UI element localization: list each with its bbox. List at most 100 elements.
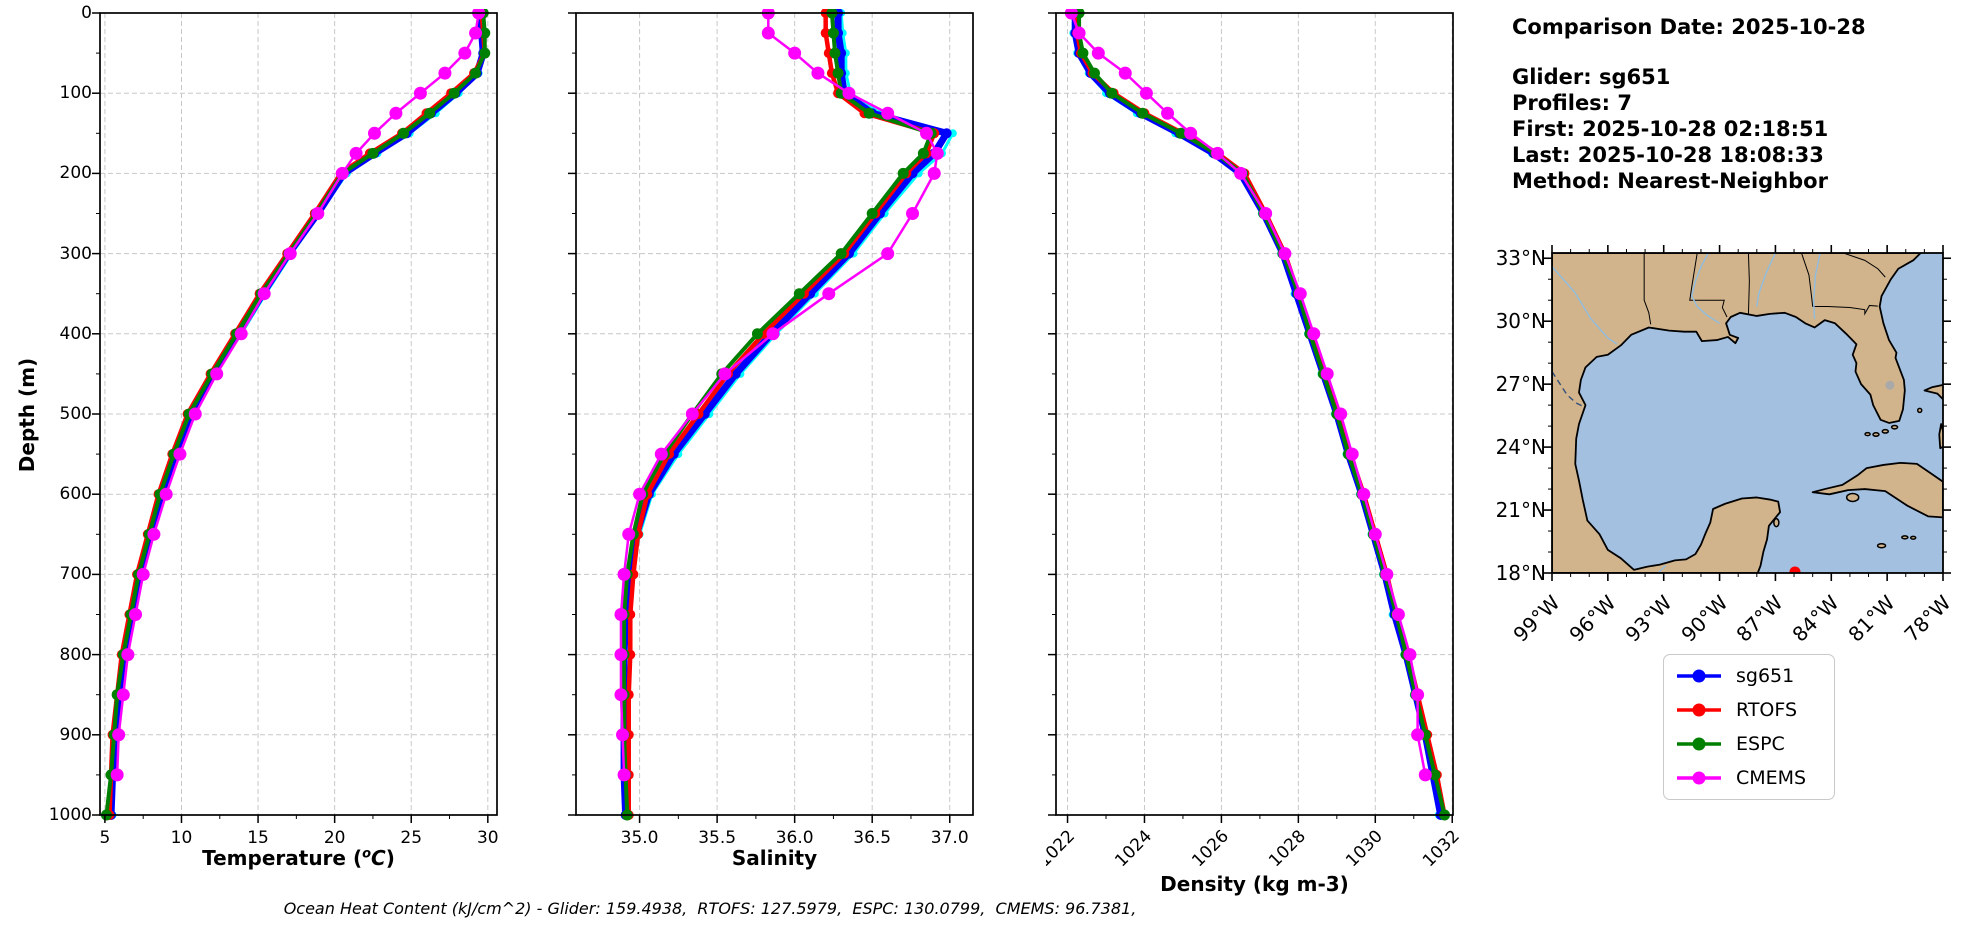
map-river xyxy=(1812,253,1821,320)
series-CMEMS-marker xyxy=(311,207,325,220)
x-tick-label: 37.0 xyxy=(931,828,969,848)
map-state-border xyxy=(1801,253,1814,307)
series-ESPC-marker xyxy=(1077,47,1089,59)
series-CMEMS-line xyxy=(619,11,939,777)
map-island xyxy=(1901,535,1909,540)
map-lake-okeechobee xyxy=(1885,380,1895,390)
info-panel: Comparison Date: 2025-10-28 Glider: sg65… xyxy=(1512,14,1866,194)
series-ESPC-marker xyxy=(1429,769,1441,781)
gulf-of-mexico-map xyxy=(1532,243,1987,643)
series-CMEMS-marker xyxy=(614,688,628,702)
series-CMEMS-marker xyxy=(129,608,143,621)
map-land xyxy=(1923,384,1943,401)
series-CMEMS-marker xyxy=(1259,207,1273,220)
legend-marker-CMEMS xyxy=(1677,771,1721,785)
chart-svg-1: 35.0 35.5 36.0 36.5 37.0 xyxy=(568,6,974,848)
series-ESPC-marker xyxy=(863,107,875,119)
series-ESPC-marker xyxy=(424,107,436,119)
series-CMEMS-marker xyxy=(654,447,668,461)
series-CMEMS-marker xyxy=(614,648,628,662)
series-ESPC-line xyxy=(1077,11,1447,817)
series-ESPC-marker xyxy=(829,47,841,59)
series-CMEMS-marker xyxy=(413,86,427,100)
series-CMEMS-marker xyxy=(906,207,920,220)
profiles-count: Profiles: 7 xyxy=(1512,91,1633,115)
density-axis-title: Density (kg m-3) xyxy=(1160,872,1349,896)
map-svg xyxy=(1544,245,1951,581)
map-river xyxy=(1690,253,1720,324)
series-CMEMS-marker xyxy=(1418,768,1432,782)
map-island xyxy=(1864,431,1871,437)
map-island xyxy=(1876,542,1887,549)
depth-tick-label: 300 xyxy=(59,243,92,264)
series-CMEMS-marker xyxy=(1118,66,1132,80)
series-CMEMS-marker xyxy=(1411,688,1425,702)
legend-entry-ESPC: ESPC xyxy=(1664,729,1834,759)
series-ESPC-marker xyxy=(479,47,491,59)
series-CMEMS-marker xyxy=(147,527,161,541)
series-CMEMS-marker xyxy=(622,527,636,541)
depth-tick-label: 1000 xyxy=(48,805,92,825)
depth-tick-label: 800 xyxy=(59,644,92,665)
series-RTOFS-marker xyxy=(820,28,831,39)
series-CMEMS-marker xyxy=(822,287,836,301)
map-island xyxy=(1881,428,1890,434)
map-land xyxy=(1552,253,1922,573)
series-ESPC-marker xyxy=(448,87,460,99)
series-CMEMS-marker xyxy=(633,487,647,501)
map-frame xyxy=(1551,252,1944,574)
map-island xyxy=(1890,424,1899,430)
series-CMEMS-marker xyxy=(367,126,381,140)
map-lat-label: 27°N xyxy=(1495,372,1546,397)
series-CMEMS-marker xyxy=(616,728,630,742)
x-tick-label: 25 xyxy=(400,828,422,848)
legend: sg651 RTOFS ESPC CMEMS xyxy=(1663,654,1835,800)
x-tick-label: 1022 xyxy=(1046,826,1079,871)
depth-tick-label: 400 xyxy=(59,323,92,344)
series-CMEMS-marker xyxy=(1403,648,1417,662)
temperature-axis-title: Temperature (oC) xyxy=(100,846,497,870)
x-tick-label: 20 xyxy=(324,828,346,848)
series-CMEMS-marker xyxy=(1307,327,1321,341)
map-river xyxy=(1552,266,1618,345)
series-CMEMS-marker xyxy=(469,26,483,40)
series-CMEMS-marker xyxy=(173,447,187,461)
x-tick-label: 36.5 xyxy=(853,828,891,848)
series-sg651-marker xyxy=(730,368,741,379)
series-CMEMS-marker xyxy=(112,728,126,742)
salinity-axis-title: Salinity xyxy=(731,846,818,870)
map-lat-label: 30°N xyxy=(1495,309,1546,334)
map-state-border xyxy=(1843,253,1886,278)
series-CMEMS-marker xyxy=(121,648,135,662)
legend-label: RTOFS xyxy=(1736,699,1798,721)
series-CMEMS-marker xyxy=(1072,26,1086,40)
map-state-border xyxy=(1747,253,1750,315)
map-state-border xyxy=(1643,253,1652,325)
series-CMEMS-marker xyxy=(1345,447,1359,461)
series-CMEMS-marker xyxy=(881,247,895,261)
series-CMEMS-marker xyxy=(1234,166,1248,180)
x-tick-label: 35.0 xyxy=(621,828,659,848)
series-CMEMS-marker xyxy=(1293,287,1307,301)
legend-entry-RTOFS: RTOFS xyxy=(1664,695,1834,725)
series-ESPC-marker xyxy=(367,147,379,159)
glider-position-marker xyxy=(1789,566,1801,573)
series-CMEMS-marker xyxy=(1357,487,1371,501)
depth-tick-label: 600 xyxy=(59,484,92,505)
x-tick-label: 36.0 xyxy=(776,828,814,848)
ocean-heat-content-caption: Ocean Heat Content (kJ/cm^2) - Glider: 1… xyxy=(283,899,1137,918)
series-CMEMS-marker xyxy=(1380,567,1394,581)
x-tick-label: 1024 xyxy=(1111,826,1156,871)
first-profile-time: First: 2025-10-28 02:18:51 xyxy=(1512,117,1829,141)
map-us-mexico-border xyxy=(1552,371,1584,407)
map-land xyxy=(1938,423,1943,450)
series-CMEMS-line xyxy=(1070,11,1427,777)
glider-name: Glider: sg651 xyxy=(1512,65,1671,89)
series-ESPC-marker xyxy=(897,167,909,179)
depth-tick-label: 200 xyxy=(59,163,92,184)
series-CMEMS-marker xyxy=(1091,46,1105,60)
series-CMEMS-marker xyxy=(1320,367,1334,381)
series-CMEMS-marker xyxy=(1184,126,1198,140)
legend-marker-sg651 xyxy=(1677,669,1721,683)
series-CMEMS-marker xyxy=(617,567,631,581)
